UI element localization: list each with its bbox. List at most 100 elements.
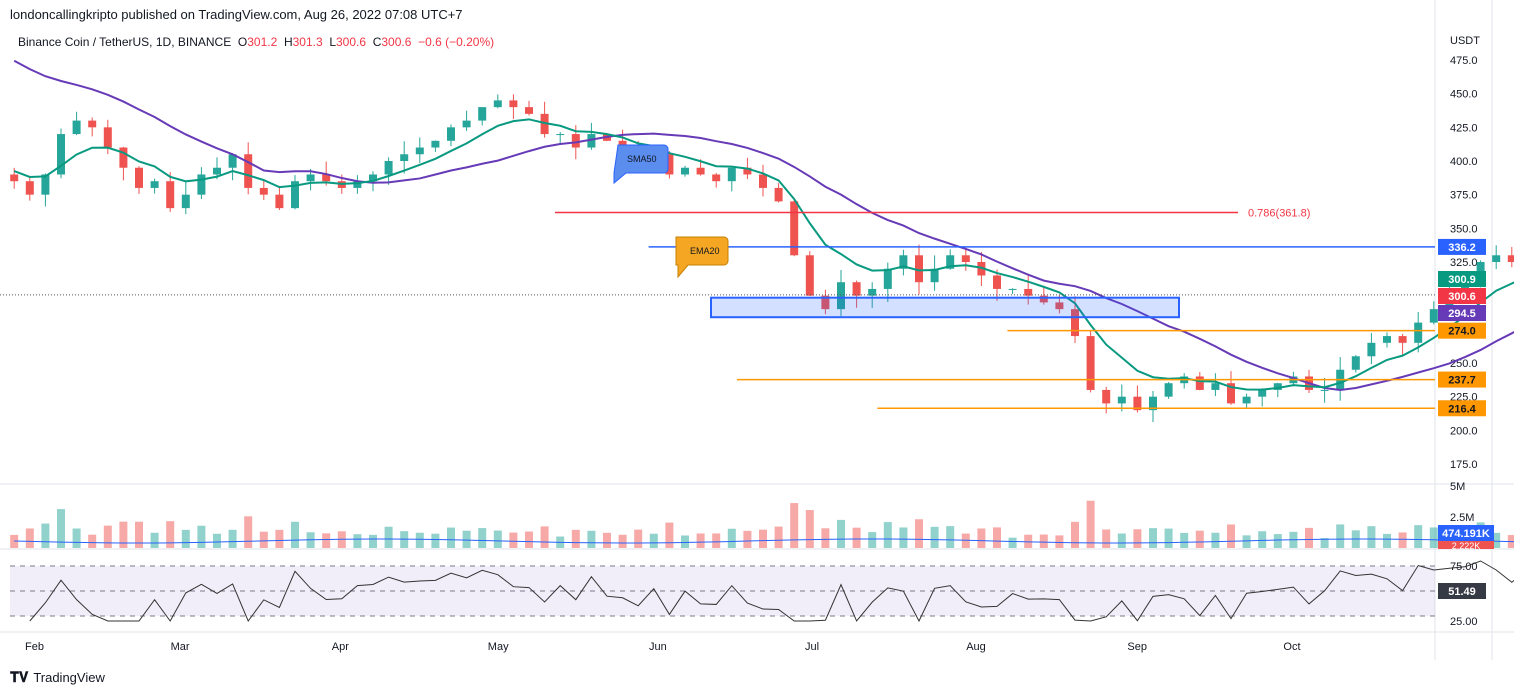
candle-body: [1055, 302, 1064, 310]
volume-bar: [759, 529, 767, 548]
volume-bar: [1492, 532, 1501, 548]
volume-bar: [462, 530, 471, 548]
volume-bar: [930, 526, 939, 548]
y-tick-label: 450.0: [1450, 89, 1478, 101]
candle-body: [1320, 389, 1329, 391]
ema20-callout: [675, 236, 729, 279]
volume-bar: [1414, 525, 1423, 548]
volume-bar: [275, 529, 284, 548]
price-tag-label: 300.6: [1448, 291, 1476, 303]
volume-bar: [696, 533, 705, 548]
price-tag-label: 216.4: [1448, 403, 1476, 415]
volume-bar: [774, 526, 783, 548]
candle-body: [1086, 336, 1095, 390]
price-tag-label: 237.7: [1448, 375, 1476, 387]
ema20-line: [13, 118, 1514, 391]
candle-body: [166, 181, 175, 209]
volume-bar: [181, 529, 190, 548]
candle-body: [1351, 356, 1360, 370]
open-value: 301.2: [247, 35, 278, 49]
volume-bar: [1195, 530, 1204, 548]
candle-body: [228, 154, 237, 168]
candle-body: [1164, 383, 1173, 397]
volume-bar: [1008, 537, 1017, 548]
publish-info: londoncallingkripto published on Trading…: [10, 7, 463, 22]
rsi-tick-label: 25.00: [1450, 616, 1478, 628]
candle-body: [681, 167, 689, 175]
candle-body: [1414, 322, 1423, 343]
volume-bar: [1117, 533, 1126, 548]
volume-bar: [868, 532, 877, 548]
candle-body: [447, 127, 455, 141]
candle-body: [478, 107, 487, 121]
volume-bar: [899, 527, 908, 548]
candle-body: [712, 174, 721, 182]
x-tick-label: Aug: [966, 641, 986, 653]
volume-bar: [883, 522, 892, 548]
change-value: −0.6 (−0.20%): [418, 35, 495, 49]
candle-body: [1273, 383, 1282, 390]
y-tick-label: 425.0: [1450, 122, 1478, 134]
x-tick-label: May: [488, 641, 509, 653]
footer: 𝐓𝐕 TradingView: [10, 669, 105, 686]
candle-body: [696, 167, 705, 175]
fib-level-label: 0.786(361.8): [1248, 207, 1310, 219]
symbol-legend: Binance Coin / TetherUS, 1D, BINANCE O30…: [18, 35, 494, 49]
volume-bar: [712, 533, 721, 548]
y-tick-label: 200.0: [1450, 425, 1478, 437]
volume-bar: [1320, 538, 1329, 548]
candle-body: [291, 181, 299, 209]
volume-bar: [837, 519, 845, 548]
volume-bar: [852, 527, 861, 548]
volume-bar: [509, 532, 518, 548]
candle-body: [1211, 383, 1220, 390]
brand-name: TradingView: [33, 670, 105, 685]
price-tag: [1438, 322, 1486, 339]
volume-bar: [665, 522, 674, 548]
candle-body: [25, 181, 34, 195]
candle-body: [1507, 255, 1514, 263]
rsi-value-label: 51.49: [1448, 586, 1476, 598]
y-tick-label: 175.0: [1450, 459, 1478, 471]
volume-bar: [743, 530, 752, 548]
volume-bar: [805, 509, 814, 548]
volume-bar: [150, 532, 159, 548]
candle-body: [493, 100, 502, 108]
close-label: C: [372, 35, 382, 49]
candle-body: [150, 181, 159, 188]
volume-bar: [415, 532, 424, 548]
candle-body: [1398, 336, 1407, 343]
volume-bar: [103, 525, 112, 548]
high-value: 301.3: [292, 35, 323, 49]
volume-ma-line: [14, 538, 1514, 544]
candle-body: [525, 107, 533, 114]
price-tag-label: 300.9: [1448, 274, 1476, 286]
candle-body: [103, 127, 112, 148]
price-tag: [1438, 238, 1486, 255]
price-tag: [1438, 305, 1486, 321]
volume-bar: [618, 534, 627, 548]
candle-body: [431, 140, 440, 148]
candle-body: [1492, 255, 1501, 263]
volume-bar: [1133, 529, 1142, 548]
volume-bar: [1149, 528, 1157, 548]
volume-bar: [41, 523, 50, 548]
y-tick-label: 325.0: [1450, 257, 1478, 269]
candle-body: [868, 288, 877, 296]
candle-body: [1227, 383, 1235, 404]
price-tag: [1438, 288, 1486, 304]
candle-body: [727, 167, 736, 182]
candle-body: [1117, 396, 1126, 404]
sma50-line: [13, 59, 1514, 391]
volume-bar: [525, 531, 533, 548]
y-tick-label: 250.0: [1450, 358, 1478, 370]
candle-body: [275, 194, 284, 209]
x-tick-label: Apr: [332, 641, 349, 653]
volume-tick-label: 2.5M: [1450, 512, 1474, 524]
candle-body: [899, 255, 908, 269]
volume-bar: [681, 535, 689, 548]
x-tick-label: Sep: [1127, 641, 1147, 653]
candle-body: [930, 268, 939, 283]
candle-body: [1258, 389, 1267, 397]
